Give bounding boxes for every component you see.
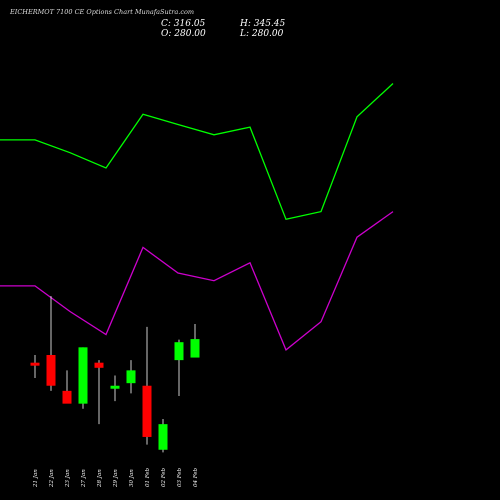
- x-tick-label: 04 Feb: [193, 467, 199, 487]
- candle-body: [62, 390, 72, 404]
- high-value: H: 345.45: [240, 19, 286, 29]
- x-tick-label: 21 Jan: [33, 469, 39, 488]
- candle-body: [94, 362, 104, 368]
- candle: [126, 360, 136, 394]
- x-tick-label: 03 Feb: [177, 467, 183, 487]
- candle-body: [142, 385, 152, 437]
- candle-body: [158, 424, 168, 450]
- indicator-bands: [0, 83, 394, 351]
- candle: [158, 419, 168, 453]
- x-tick-label: 28 Jan: [97, 469, 103, 488]
- candle-body: [126, 370, 136, 384]
- x-tick-label: 22 Jan: [49, 469, 55, 488]
- candle-body: [78, 347, 88, 404]
- lower-band-line: [0, 211, 394, 351]
- open-value: O: 280.00: [161, 29, 206, 39]
- chart-title: EICHERMOT 7100 CE Options Chart MunafaSu…: [10, 8, 195, 16]
- candle-body: [174, 342, 184, 361]
- candles: [30, 296, 200, 453]
- x-axis-labels: 21 Jan 22 Jan 23 Jan 27 Jan 28 Jan 29 Jan 30 J…: [33, 467, 199, 488]
- candle: [62, 370, 72, 404]
- candle: [46, 296, 56, 391]
- x-tick-label: 23 Jan: [65, 469, 71, 488]
- candle: [78, 347, 88, 409]
- candle-body: [30, 362, 40, 366]
- candle-body: [46, 355, 56, 386]
- candle: [30, 355, 40, 379]
- x-tick-label: 27 Jan: [81, 469, 87, 488]
- upper-band-line: [0, 83, 394, 221]
- candle-body: [190, 339, 200, 358]
- candle: [190, 324, 200, 358]
- candle: [142, 326, 152, 445]
- candle-body: [110, 385, 120, 389]
- x-tick-label: 29 Jan: [113, 469, 119, 488]
- low-value: L: 280.00: [240, 29, 284, 39]
- candle: [94, 360, 104, 425]
- candle: [174, 339, 184, 396]
- candle: [110, 375, 120, 402]
- x-tick-label: 01 Feb: [145, 467, 151, 487]
- x-tick-label: 02 Feb: [161, 467, 167, 487]
- x-tick-label: 30 Jan: [129, 469, 135, 487]
- close-value: C: 316.05: [161, 19, 206, 29]
